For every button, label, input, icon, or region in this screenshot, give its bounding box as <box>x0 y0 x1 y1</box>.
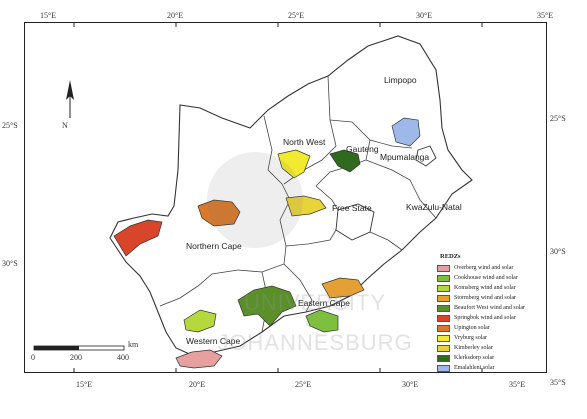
redz-emalahleni <box>391 117 421 147</box>
right-lat-label: 30°S <box>550 247 566 256</box>
province-label-free-state: Free State <box>332 203 372 213</box>
legend-swatch <box>437 304 450 312</box>
province-label-eastern-cape: Eastern Cape <box>298 298 350 308</box>
legend-label: Springbok wind and solar <box>454 315 516 321</box>
top-lon-label: 35°E <box>537 11 553 20</box>
legend-label: Kimberley solar <box>454 345 493 351</box>
legend-swatch <box>437 274 450 282</box>
legend-swatch <box>437 284 450 292</box>
bottom-lon-label: 30°E <box>402 380 418 389</box>
redz-springbok <box>113 219 163 257</box>
top-lon-label: 20°E <box>167 11 183 20</box>
redz-overberg <box>175 349 223 369</box>
legend-label: Komsberg wind and solar <box>454 285 516 291</box>
scale-bar: 0 200 400 km <box>31 340 139 362</box>
legend-item: Overberg wind and solar <box>437 263 557 273</box>
legend-item: Kimberley solar <box>437 343 557 353</box>
province-label-mpumalanga: Mpumalanga <box>380 152 429 162</box>
university-crest-watermark <box>207 152 303 248</box>
province-label-kwazulu-natal: KwaZulu-Natal <box>406 202 462 212</box>
province-borders <box>159 75 437 333</box>
redz-stormberg <box>321 277 365 299</box>
legend-swatch <box>437 334 450 342</box>
legend-label: Overberg wind and solar <box>454 265 514 271</box>
province-label-western-cape: Western Cape <box>186 336 240 346</box>
legend-item: Stormberg wind and solar <box>437 293 557 303</box>
province-label-north-west: North West <box>283 137 326 147</box>
scale-label: 0 <box>31 353 35 362</box>
legend-label: Cookhouse wind and solar <box>454 275 518 281</box>
legend-item: Cookhouse wind and solar <box>437 273 557 283</box>
legend-label: Emalahleni solar <box>454 365 495 371</box>
legend-item: Upington solar <box>437 323 557 333</box>
redz-vryburg <box>277 149 311 179</box>
legend: REDZs Overberg wind and solar Cookhouse w… <box>437 253 557 373</box>
bottom-lon-label: 20°E <box>189 380 205 389</box>
eswatini-outline <box>415 145 437 167</box>
legend-swatch <box>437 324 450 332</box>
legend-item: Komsberg wind and solar <box>437 283 557 293</box>
scale-label: 200 <box>70 353 82 362</box>
legend-label: Beaufort West wind and solar <box>454 305 526 311</box>
top-lon-label: 15°E <box>40 11 56 20</box>
bottom-lon-label: 15°E <box>76 380 92 389</box>
legend-swatch <box>437 314 450 322</box>
legend-label: Vryburg solar <box>454 335 488 341</box>
top-lon-label: 25°E <box>288 11 304 20</box>
legend-item: Beaufort West wind and solar <box>437 303 557 313</box>
province-label-northern-cape: Northern Cape <box>186 241 242 251</box>
redz-cookhouse <box>305 309 339 333</box>
legend-swatch <box>437 264 450 272</box>
legend-label: Stormberg wind and solar <box>454 295 517 301</box>
legend-item: Emalahleni solar <box>437 363 557 373</box>
north-arrow-label: N <box>62 121 68 130</box>
legend-swatch <box>437 364 450 372</box>
bottom-lon-label: 35°E <box>509 380 525 389</box>
scale-unit: km <box>128 340 139 349</box>
legend-item: Klerksdorp solar <box>437 353 557 363</box>
redz-beaufort-west <box>237 285 297 327</box>
north-arrow: N <box>62 80 74 130</box>
legend-item: Vryburg solar <box>437 333 557 343</box>
redz-komsberg <box>183 309 217 333</box>
redz-kimberley <box>285 195 327 217</box>
legend-label: Klerksdorp solar <box>454 355 495 361</box>
left-lat-label: 30°S <box>2 259 18 268</box>
scale-label: 400 <box>117 353 129 362</box>
redz-upington <box>197 199 241 227</box>
legend-swatch <box>437 294 450 302</box>
province-label-gauteng: Gauteng <box>346 144 379 154</box>
province-label-limpopo: Limpopo <box>384 75 417 85</box>
top-lon-label: 30°E <box>416 11 432 20</box>
left-lat-label: 25°S <box>2 121 18 130</box>
legend-swatch <box>437 344 450 352</box>
redz-klerksdorp <box>329 149 361 173</box>
legend-label: Upington solar <box>454 325 490 331</box>
legend-item: Springbok wind and solar <box>437 313 557 323</box>
right-lat-label: 25°S <box>550 114 566 123</box>
legend-title: REDZs <box>440 253 461 260</box>
bottom-lon-label: 25°E <box>295 380 311 389</box>
right-lat-label: 35°S <box>550 378 566 387</box>
legend-swatch <box>437 354 450 362</box>
